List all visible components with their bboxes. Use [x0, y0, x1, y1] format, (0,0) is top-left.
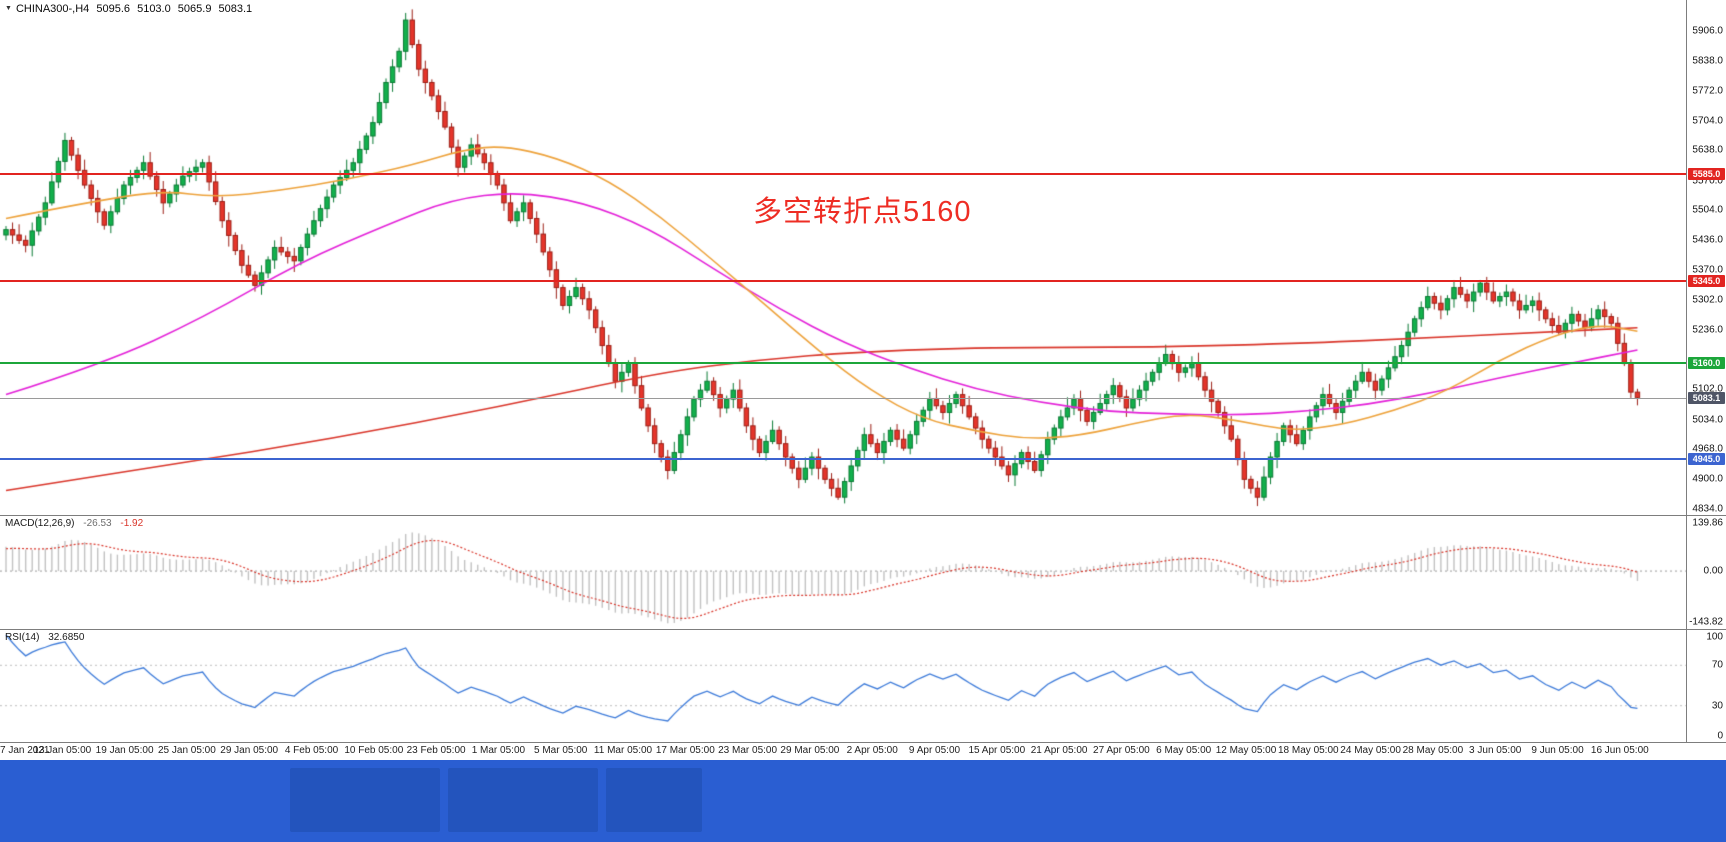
time-axis-label: 27 Apr 05:00 [1093, 745, 1150, 756]
price-scale-label: 5570.0 [1692, 175, 1723, 187]
price-scale-label: 5838.0 [1692, 55, 1723, 67]
price-scale-label: 5638.0 [1692, 144, 1723, 156]
macd-pane[interactable]: MACD(12,26,9) -26.53 -1.92 139.86 0.00 -14… [0, 515, 1726, 629]
time-axis-label: 5 Mar 05:00 [534, 745, 588, 756]
time-axis-label: 23 Feb 05:00 [406, 745, 466, 756]
rsi-scale[interactable]: 100 70 30 0 [1686, 630, 1726, 742]
price-scale-label: 5370.0 [1692, 264, 1723, 276]
support-line-4945[interactable] [0, 458, 1686, 461]
price-scale-label: 5236.0 [1692, 324, 1723, 335]
rsi-legend: RSI(14) 32.6850 [5, 632, 90, 643]
time-axis-label: 10 Feb 05:00 [344, 745, 404, 756]
price-scale-label: 4834.0 [1692, 503, 1723, 515]
chart-annotation-text[interactable]: 多空转折点5160 [753, 196, 972, 228]
rsi-label: RSI(14) [5, 632, 40, 643]
current-price-badge: 5083.1 [1688, 391, 1725, 404]
time-axis-label: 19 Jan 05:00 [95, 745, 154, 756]
rsi-scale-label: 100 [1706, 631, 1723, 643]
macd-signal-value: -1.92 [120, 518, 144, 529]
price-scale-label: 4968.0 [1692, 443, 1723, 455]
price-scale-label: 5034.0 [1692, 414, 1723, 426]
symbol-dropdown-icon[interactable]: ▼ [5, 5, 12, 12]
rsi-pane[interactable]: RSI(14) 32.6850 100 70 30 0 [0, 629, 1726, 742]
time-axis-label: 28 May 05:00 [1402, 745, 1464, 756]
time-axis-label: 11 Mar 05:00 [593, 745, 653, 756]
time-axis-label: 2 Apr 05:00 [846, 745, 898, 756]
time-axis-label: 6 May 05:00 [1156, 745, 1212, 756]
symbol-label: CHINA300-,H4 [15, 3, 90, 15]
time-axis[interactable]: 7 Jan 2021 13 Jan 05:00 19 Jan 05:00 25 Jan… [0, 742, 1726, 760]
time-axis-label: 23 Mar 05:00 [718, 745, 778, 756]
time-axis-label: 25 Jan 05:00 [157, 745, 216, 756]
price-scale-label: 5102.0 [1692, 383, 1723, 395]
time-axis-label: 12 May 05:00 [1215, 745, 1277, 756]
time-axis-label: 9 Apr 05:00 [908, 745, 961, 756]
price-chart-pane[interactable]: ▼ CHINA300-,H4 5095.6 5103.0 5065.9 5083.… [0, 0, 1726, 515]
time-axis-label: 4 Feb 05:00 [284, 745, 339, 756]
price-scale-label: 5772.0 [1692, 85, 1723, 96]
macd-label: MACD(12,26,9) [5, 518, 75, 529]
macd-scale-label: 0.00 [1703, 565, 1723, 577]
rsi-scale-label: 30 [1711, 700, 1723, 712]
time-axis-label: 15 Apr 05:00 [968, 745, 1026, 756]
time-axis-label: 24 May 05:00 [1340, 745, 1401, 756]
current-price-line [0, 397, 1686, 399]
rsi-canvas[interactable] [0, 630, 1686, 741]
taskbar-item[interactable] [606, 768, 702, 832]
time-axis-label: 9 Jun 05:00 [1531, 745, 1584, 756]
macd-scale-label: 139.86 [1692, 517, 1723, 529]
price-badge-5160[interactable]: 5160.0 [1688, 357, 1725, 370]
time-axis-label: 13 Jan 05:00 [33, 745, 92, 756]
taskbar-item[interactable] [290, 768, 440, 832]
high-value: 5103.0 [137, 3, 171, 15]
time-axis-label: 18 May 05:00 [1277, 745, 1339, 756]
resistance-line-5345[interactable] [0, 279, 1686, 282]
time-axis-label: 17 Mar 05:00 [655, 745, 715, 756]
low-value: 5065.9 [177, 3, 212, 15]
time-axis-label: 29 Jan 05:00 [220, 745, 279, 756]
resistance-line-5585[interactable] [0, 172, 1686, 175]
close-value: 5083.1 [218, 3, 253, 15]
time-axis-label: 1 Mar 05:00 [471, 745, 526, 756]
price-badge-5585[interactable]: 5585.0 [1688, 167, 1725, 180]
macd-main-value: -26.53 [83, 518, 112, 529]
open-value: 5095.6 [96, 3, 131, 15]
rsi-scale-label: 0 [1717, 730, 1723, 742]
time-axis-label: 29 Mar 05:00 [780, 745, 840, 756]
price-badge-4945[interactable]: 4945.0 [1688, 453, 1725, 466]
rsi-scale-label: 70 [1711, 659, 1723, 671]
macd-scale-label: -143.82 [1689, 616, 1723, 628]
price-scale-label: 5504.0 [1692, 204, 1723, 216]
time-axis-label: 21 Apr 05:00 [1030, 745, 1088, 756]
taskbar[interactable] [0, 760, 1726, 842]
ohlc-legend: ▼ CHINA300-,H4 5095.6 5103.0 5065.9 5083.… [5, 3, 256, 15]
pivot-line-5160[interactable] [0, 362, 1686, 365]
macd-scale[interactable]: 139.86 0.00 -143.82 [1686, 516, 1726, 629]
macd-legend: MACD(12,26,9) -26.53 -1.92 [5, 518, 149, 529]
time-axis-label: 7 Jan 2021 [0, 745, 50, 756]
time-axis-label: 16 Jun 05:00 [1590, 745, 1649, 756]
taskbar-item[interactable] [448, 768, 598, 832]
price-scale-label: 5704.0 [1692, 115, 1723, 127]
price-badge-5345[interactable]: 5345.0 [1688, 274, 1725, 287]
candlestick-canvas[interactable] [0, 0, 1686, 515]
time-axis-label: 3 Jun 05:00 [1469, 745, 1522, 756]
price-scale-label: 5436.0 [1692, 234, 1723, 246]
price-scale[interactable]: 5906.0 5838.0 5772.0 5704.0 5638.0 5570.0 5504… [1686, 0, 1726, 515]
rsi-value: 32.6850 [48, 632, 85, 643]
price-scale-label: 5302.0 [1692, 294, 1723, 306]
price-scale-label: 4900.0 [1692, 473, 1723, 485]
price-scale-label: 5906.0 [1692, 25, 1723, 37]
macd-canvas[interactable] [0, 516, 1686, 628]
